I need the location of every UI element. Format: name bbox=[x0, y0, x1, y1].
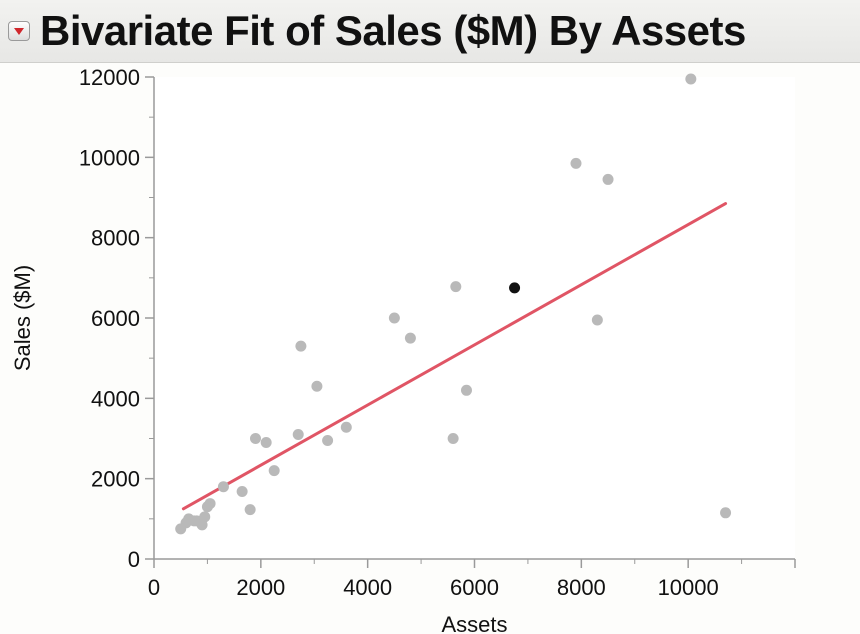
y-tick-label: 2000 bbox=[91, 467, 140, 492]
x-tick-label: 0 bbox=[148, 575, 160, 600]
y-tick-label: 8000 bbox=[91, 226, 140, 251]
data-point bbox=[460, 384, 472, 396]
selected-data-point bbox=[509, 282, 521, 294]
data-point bbox=[322, 435, 334, 447]
data-point bbox=[260, 437, 272, 449]
data-point bbox=[217, 481, 229, 493]
x-tick-label: 4000 bbox=[343, 575, 392, 600]
data-point bbox=[295, 340, 307, 352]
data-point bbox=[311, 380, 323, 392]
data-point bbox=[591, 314, 603, 326]
x-tick-label: 2000 bbox=[236, 575, 285, 600]
y-axis-label: Sales ($M) bbox=[10, 265, 35, 371]
data-point bbox=[450, 281, 462, 293]
data-point bbox=[685, 73, 697, 85]
x-tick-label: 10000 bbox=[658, 575, 719, 600]
data-point bbox=[447, 433, 459, 444]
data-point bbox=[249, 433, 261, 444]
report-header: Bivariate Fit of Sales ($M) By Assets bbox=[0, 0, 860, 63]
data-point bbox=[292, 428, 304, 440]
data-point bbox=[236, 486, 248, 498]
y-tick-label: 0 bbox=[128, 547, 140, 572]
fit-line bbox=[181, 202, 728, 511]
data-point bbox=[388, 312, 400, 324]
x-tick-label: 8000 bbox=[557, 575, 606, 600]
triangle-down-icon bbox=[14, 28, 24, 35]
data-point bbox=[602, 173, 614, 185]
data-point bbox=[268, 465, 280, 477]
data-point bbox=[175, 523, 187, 535]
y-tick-label: 12000 bbox=[79, 65, 140, 90]
report-title: Bivariate Fit of Sales ($M) By Assets bbox=[40, 7, 746, 54]
data-point bbox=[201, 501, 213, 513]
y-tick-label: 10000 bbox=[79, 145, 140, 170]
data-point bbox=[720, 507, 732, 519]
data-point bbox=[188, 515, 200, 527]
data-point bbox=[244, 504, 256, 516]
data-point bbox=[340, 421, 352, 433]
x-axis-label: Assets bbox=[441, 612, 507, 634]
y-tick-label: 4000 bbox=[91, 386, 140, 411]
data-point bbox=[570, 157, 582, 169]
plot-background bbox=[154, 77, 795, 559]
data-point bbox=[404, 332, 416, 344]
disclosure-triangle-icon[interactable] bbox=[8, 21, 30, 41]
y-tick-label: 6000 bbox=[91, 306, 140, 331]
x-tick-label: 6000 bbox=[450, 575, 499, 600]
